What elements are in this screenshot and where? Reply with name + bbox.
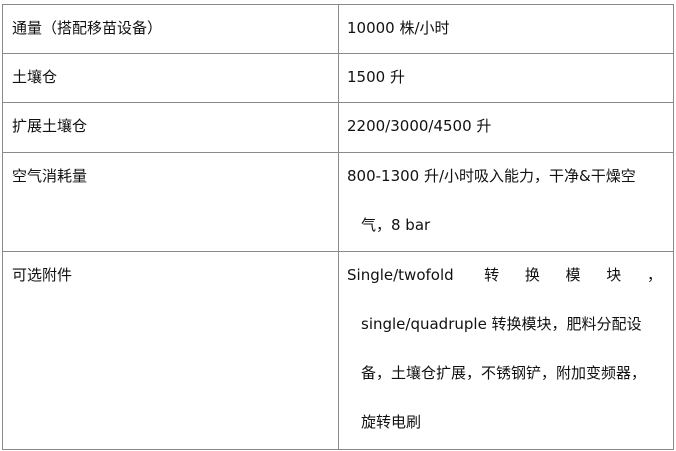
- value-text: 备，土壤仓扩展，不锈钢铲，附加变频器，: [361, 364, 647, 382]
- label-text: 可选附件: [12, 266, 73, 284]
- value-text: single/quadruple 转换模块，肥料分配设: [361, 315, 642, 333]
- value-text: 10000 株/小时: [347, 19, 450, 37]
- value-text: 气，8 bar: [361, 216, 431, 234]
- label-text: 空气消耗量: [12, 167, 88, 185]
- value-cell: [338, 251, 674, 450]
- value-text: 1500 升: [347, 68, 405, 86]
- value-text: 2200/3000/4500 升: [347, 117, 492, 135]
- value-text: 800-1300 升/小时吸入能力，干净&干燥空: [347, 167, 636, 185]
- label-text: 扩展土壤仓: [12, 117, 88, 135]
- label-text: 土壤仓: [12, 68, 58, 86]
- label-text: 通量（搭配移苗设备）: [12, 19, 163, 37]
- value-text: Single/twofold 转换模块，: [347, 266, 662, 284]
- value-text: 旋转电刷: [361, 413, 422, 431]
